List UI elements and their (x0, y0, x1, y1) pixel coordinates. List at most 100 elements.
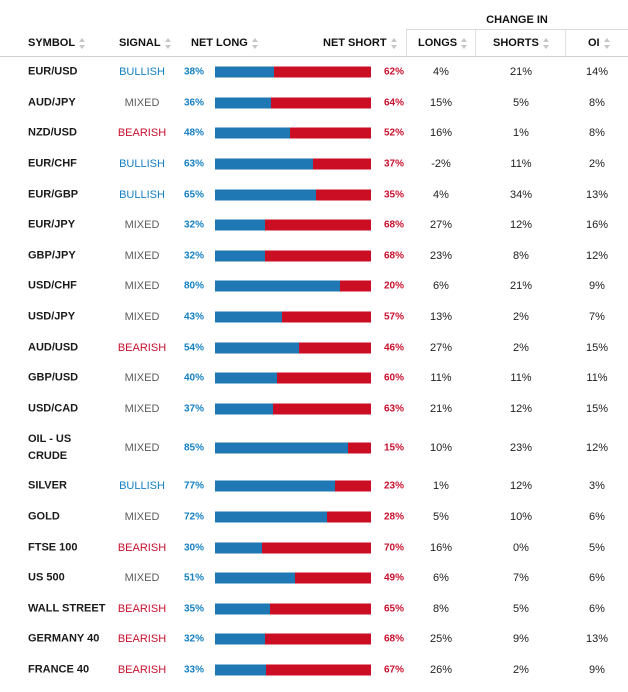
net-long-value: 63% (183, 158, 204, 170)
change-shorts-cell: 1% (513, 127, 529, 140)
symbol-cell[interactable]: GERMANY 40 (28, 632, 100, 645)
change-oi-cell: 6% (589, 572, 605, 585)
symbol-cell[interactable]: EUR/GBP (28, 188, 79, 201)
signal-cell: MIXED (124, 311, 160, 324)
symbol-cell[interactable]: SILVER (28, 479, 67, 492)
sentiment-bar (215, 342, 371, 354)
change-oi-cell: 12% (585, 249, 609, 262)
symbol-cell[interactable]: FRANCE 40 (28, 663, 90, 676)
symbol-cell[interactable]: GBP/USD (28, 371, 79, 384)
net-short-value: 70% (383, 542, 404, 554)
table-row[interactable]: USD/CHF MIXED 80% 20% 6% 21% 9% (0, 271, 628, 302)
sort-icon[interactable] (603, 37, 611, 49)
column-header-shorts[interactable]: SHORTS (493, 30, 550, 56)
sentiment-bar (215, 664, 371, 676)
table-row[interactable]: NZD/USD BEARISH 48% 52% 16% 1% 8% (0, 118, 628, 149)
change-longs-cell: -2% (431, 158, 451, 171)
change-oi-cell: 9% (589, 663, 605, 676)
signal-cell: BULLISH (119, 480, 165, 493)
change-oi-cell: 6% (589, 511, 605, 524)
sentiment-table-body: EUR/USD BULLISH 38% 62% 4% 21% 14% AUD/JPY MIXED… (0, 57, 628, 685)
sentiment-bar (215, 280, 371, 292)
net-short-value: 35% (383, 189, 404, 201)
change-shorts-cell: 8% (513, 249, 529, 262)
signal-cell: MIXED (124, 441, 160, 454)
change-shorts-cell: 7% (513, 572, 529, 585)
symbol-cell[interactable]: USD/CAD (28, 402, 79, 415)
net-short-bar (289, 127, 371, 139)
column-header-longs[interactable]: LONGS (418, 30, 468, 56)
table-row[interactable]: FRANCE 40 BEARISH 33% 67% 26% 2% 9% (0, 655, 628, 686)
signal-cell: MIXED (124, 96, 160, 109)
change-shorts-cell: 10% (509, 511, 533, 524)
column-header-net-long[interactable]: NET LONG (191, 30, 259, 56)
change-shorts-cell: 12% (509, 219, 533, 232)
table-row[interactable]: GBP/JPY MIXED 32% 68% 23% 8% 12% (0, 241, 628, 272)
column-header-signal[interactable]: SIGNAL (119, 30, 172, 56)
table-row[interactable]: AUD/JPY MIXED 36% 64% 15% 5% 8% (0, 88, 628, 119)
column-header-net-short[interactable]: NET SHORT (323, 30, 398, 56)
column-header-signal-label: SIGNAL (119, 37, 161, 49)
column-header-symbol[interactable]: SYMBOL (28, 30, 86, 56)
symbol-cell[interactable]: OIL - US CRUDE (28, 432, 72, 462)
symbol-cell[interactable]: USD/CHF (28, 279, 77, 292)
net-short-bar (313, 158, 371, 170)
sentiment-bar (215, 66, 371, 78)
table-row[interactable]: EUR/USD BULLISH 38% 62% 4% 21% 14% (0, 57, 628, 88)
table-row[interactable]: USD/JPY MIXED 43% 57% 13% 2% 7% (0, 302, 628, 333)
net-short-bar (347, 442, 371, 454)
symbol-cell[interactable]: AUD/JPY (28, 96, 76, 109)
symbol-cell[interactable]: FTSE 100 (28, 541, 78, 554)
net-long-bar (215, 633, 265, 645)
net-short-value: 62% (383, 66, 404, 78)
change-longs-cell: 1% (433, 480, 449, 493)
sentiment-bar (215, 97, 371, 109)
net-short-value: 68% (383, 250, 404, 262)
symbol-cell[interactable]: EUR/USD (28, 65, 78, 78)
sort-icon[interactable] (390, 37, 398, 49)
sort-icon[interactable] (164, 37, 172, 49)
change-longs-cell: 5% (433, 511, 449, 524)
net-long-value: 43% (183, 311, 204, 323)
symbol-cell[interactable]: EUR/JPY (28, 218, 76, 231)
sort-icon[interactable] (251, 37, 259, 49)
table-row[interactable]: OIL - US CRUDE MIXED 85% 15% 10% 23% 12% (0, 424, 628, 471)
table-row[interactable]: EUR/CHF BULLISH 63% 37% -2% 11% 2% (0, 149, 628, 180)
sort-icon[interactable] (542, 37, 550, 49)
symbol-cell[interactable]: GBP/JPY (28, 249, 76, 262)
change-oi-cell: 15% (585, 341, 609, 354)
symbol-cell[interactable]: EUR/CHF (28, 157, 77, 170)
table-row[interactable]: GOLD MIXED 72% 28% 5% 10% 6% (0, 502, 628, 533)
net-long-bar (215, 442, 348, 454)
symbol-cell[interactable]: GOLD (28, 510, 60, 523)
symbol-cell[interactable]: WALL STREET (28, 602, 106, 615)
net-long-bar (215, 158, 314, 170)
change-oi-cell: 11% (586, 372, 608, 385)
net-long-value: 38% (183, 66, 204, 78)
table-row[interactable]: WALL STREET BEARISH 35% 65% 8% 5% 6% (0, 594, 628, 625)
net-long-value: 72% (183, 511, 204, 523)
table-row[interactable]: FTSE 100 BEARISH 30% 70% 16% 0% 5% (0, 532, 628, 563)
table-row[interactable]: US 500 MIXED 51% 49% 6% 7% 6% (0, 563, 628, 594)
table-row[interactable]: USD/CAD MIXED 37% 63% 21% 12% 15% (0, 394, 628, 425)
table-row[interactable]: GBP/USD MIXED 40% 60% 11% 11% 11% (0, 363, 628, 394)
net-long-value: 30% (183, 542, 204, 554)
table-row[interactable]: AUD/USD BEARISH 54% 46% 27% 2% 15% (0, 332, 628, 363)
change-oi-cell: 15% (585, 402, 609, 415)
change-longs-cell: 16% (429, 127, 453, 140)
table-row[interactable]: EUR/JPY MIXED 32% 68% 27% 12% 16% (0, 210, 628, 241)
symbol-cell[interactable]: NZD/USD (28, 126, 77, 139)
net-short-value: 57% (383, 311, 404, 323)
symbol-cell[interactable]: USD/JPY (28, 310, 76, 323)
table-row[interactable]: SILVER BULLISH 77% 23% 1% 12% 3% (0, 471, 628, 502)
symbol-cell[interactable]: US 500 (28, 571, 65, 584)
sentiment-bar (215, 189, 371, 201)
table-row[interactable]: EUR/GBP BULLISH 65% 35% 4% 34% 13% (0, 179, 628, 210)
sentiment-bar (215, 372, 371, 384)
sort-icon[interactable] (461, 37, 468, 49)
symbol-cell[interactable]: AUD/USD (28, 341, 79, 354)
table-row[interactable]: GERMANY 40 BEARISH 32% 68% 25% 9% 13% (0, 624, 628, 655)
sort-icon[interactable] (79, 37, 86, 49)
signal-cell: BEARISH (117, 602, 167, 615)
column-header-oi[interactable]: OI (588, 30, 611, 56)
